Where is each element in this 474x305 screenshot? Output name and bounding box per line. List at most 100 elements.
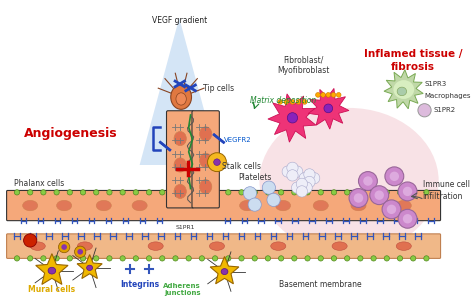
Ellipse shape bbox=[200, 153, 212, 167]
Circle shape bbox=[133, 190, 138, 195]
Ellipse shape bbox=[313, 200, 328, 211]
Circle shape bbox=[252, 256, 257, 261]
Text: Matrix deposition: Matrix deposition bbox=[250, 96, 316, 105]
Circle shape bbox=[398, 209, 417, 228]
Circle shape bbox=[67, 256, 73, 261]
Circle shape bbox=[282, 166, 293, 177]
Text: Inflamed tissue /
fibrosis: Inflamed tissue / fibrosis bbox=[364, 49, 463, 72]
Circle shape bbox=[305, 190, 310, 195]
Circle shape bbox=[290, 99, 295, 104]
Circle shape bbox=[296, 178, 308, 189]
Circle shape bbox=[41, 256, 46, 261]
Circle shape bbox=[398, 182, 417, 201]
Ellipse shape bbox=[240, 200, 255, 211]
Ellipse shape bbox=[221, 269, 228, 274]
Circle shape bbox=[363, 176, 373, 186]
Circle shape bbox=[208, 153, 227, 172]
Circle shape bbox=[403, 214, 412, 224]
Polygon shape bbox=[308, 88, 349, 129]
Polygon shape bbox=[77, 255, 102, 278]
Circle shape bbox=[296, 186, 308, 197]
Ellipse shape bbox=[148, 242, 163, 250]
Ellipse shape bbox=[287, 113, 298, 123]
Ellipse shape bbox=[171, 85, 191, 109]
Circle shape bbox=[385, 167, 404, 186]
Circle shape bbox=[384, 256, 390, 261]
Circle shape bbox=[304, 169, 315, 180]
Circle shape bbox=[27, 256, 33, 261]
Circle shape bbox=[107, 190, 112, 195]
Circle shape bbox=[67, 190, 73, 195]
Circle shape bbox=[337, 92, 341, 97]
Circle shape bbox=[160, 190, 165, 195]
Circle shape bbox=[279, 190, 284, 195]
Ellipse shape bbox=[96, 200, 111, 211]
FancyBboxPatch shape bbox=[166, 111, 194, 208]
Circle shape bbox=[226, 190, 231, 195]
Text: Immune cell
infiltration: Immune cell infiltration bbox=[423, 181, 470, 200]
Text: VEGFR2: VEGFR2 bbox=[224, 137, 251, 142]
Circle shape bbox=[321, 92, 326, 97]
Circle shape bbox=[146, 190, 152, 195]
Ellipse shape bbox=[397, 87, 407, 96]
Circle shape bbox=[284, 99, 289, 104]
Ellipse shape bbox=[48, 267, 56, 274]
Circle shape bbox=[390, 172, 399, 181]
Ellipse shape bbox=[324, 104, 333, 113]
Circle shape bbox=[58, 241, 70, 253]
Circle shape bbox=[133, 256, 138, 261]
Text: Integrins: Integrins bbox=[120, 280, 159, 289]
Circle shape bbox=[424, 256, 429, 261]
Ellipse shape bbox=[393, 80, 414, 99]
Circle shape bbox=[24, 234, 37, 247]
Text: Basement membrane: Basement membrane bbox=[280, 280, 362, 289]
Circle shape bbox=[279, 256, 284, 261]
Ellipse shape bbox=[77, 242, 92, 250]
Circle shape bbox=[199, 256, 204, 261]
Ellipse shape bbox=[396, 242, 411, 250]
Text: VEGF gradient: VEGF gradient bbox=[152, 16, 207, 25]
Text: Adherens
junctions: Adherens junctions bbox=[163, 283, 201, 296]
Circle shape bbox=[265, 256, 271, 261]
Circle shape bbox=[326, 92, 331, 97]
Circle shape bbox=[267, 193, 280, 206]
Circle shape bbox=[239, 256, 244, 261]
Circle shape bbox=[265, 190, 271, 195]
Circle shape bbox=[120, 256, 125, 261]
Ellipse shape bbox=[271, 242, 286, 250]
Circle shape bbox=[292, 256, 297, 261]
Circle shape bbox=[81, 256, 86, 261]
Circle shape bbox=[81, 190, 86, 195]
Polygon shape bbox=[268, 94, 316, 142]
Circle shape bbox=[371, 256, 376, 261]
Circle shape bbox=[186, 256, 191, 261]
Circle shape bbox=[403, 187, 412, 196]
Ellipse shape bbox=[351, 200, 366, 211]
Ellipse shape bbox=[396, 200, 411, 211]
Circle shape bbox=[292, 166, 303, 177]
Circle shape bbox=[77, 249, 83, 255]
Text: Stalk cells: Stalk cells bbox=[222, 162, 261, 171]
Ellipse shape bbox=[56, 200, 72, 211]
Circle shape bbox=[54, 190, 59, 195]
Circle shape bbox=[358, 190, 363, 195]
Circle shape bbox=[410, 256, 416, 261]
Polygon shape bbox=[210, 257, 239, 284]
Ellipse shape bbox=[174, 131, 186, 146]
Ellipse shape bbox=[30, 242, 46, 250]
Circle shape bbox=[120, 190, 125, 195]
Polygon shape bbox=[140, 18, 219, 165]
Circle shape bbox=[418, 104, 431, 117]
Ellipse shape bbox=[275, 200, 291, 211]
Circle shape bbox=[349, 188, 368, 207]
Text: Macrophages: Macrophages bbox=[425, 93, 471, 99]
Circle shape bbox=[305, 256, 310, 261]
FancyBboxPatch shape bbox=[192, 111, 219, 208]
Circle shape bbox=[345, 190, 350, 195]
Ellipse shape bbox=[200, 180, 212, 194]
Text: Tip cells: Tip cells bbox=[203, 84, 234, 93]
Circle shape bbox=[331, 256, 337, 261]
Circle shape bbox=[299, 173, 310, 184]
Circle shape bbox=[318, 190, 323, 195]
FancyBboxPatch shape bbox=[7, 190, 440, 221]
